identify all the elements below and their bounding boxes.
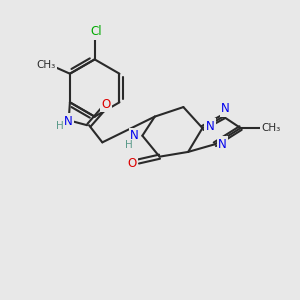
Text: H: H [125, 140, 133, 150]
Text: O: O [101, 98, 111, 111]
Text: Cl: Cl [91, 25, 102, 38]
Text: N: N [206, 120, 214, 133]
Text: CH₃: CH₃ [36, 60, 56, 70]
Text: N: N [64, 115, 72, 128]
Text: CH₃: CH₃ [262, 123, 281, 133]
Text: N: N [218, 138, 227, 151]
Text: O: O [127, 157, 136, 170]
Text: N: N [130, 129, 139, 142]
Text: N: N [221, 103, 230, 116]
Text: H: H [56, 121, 64, 131]
